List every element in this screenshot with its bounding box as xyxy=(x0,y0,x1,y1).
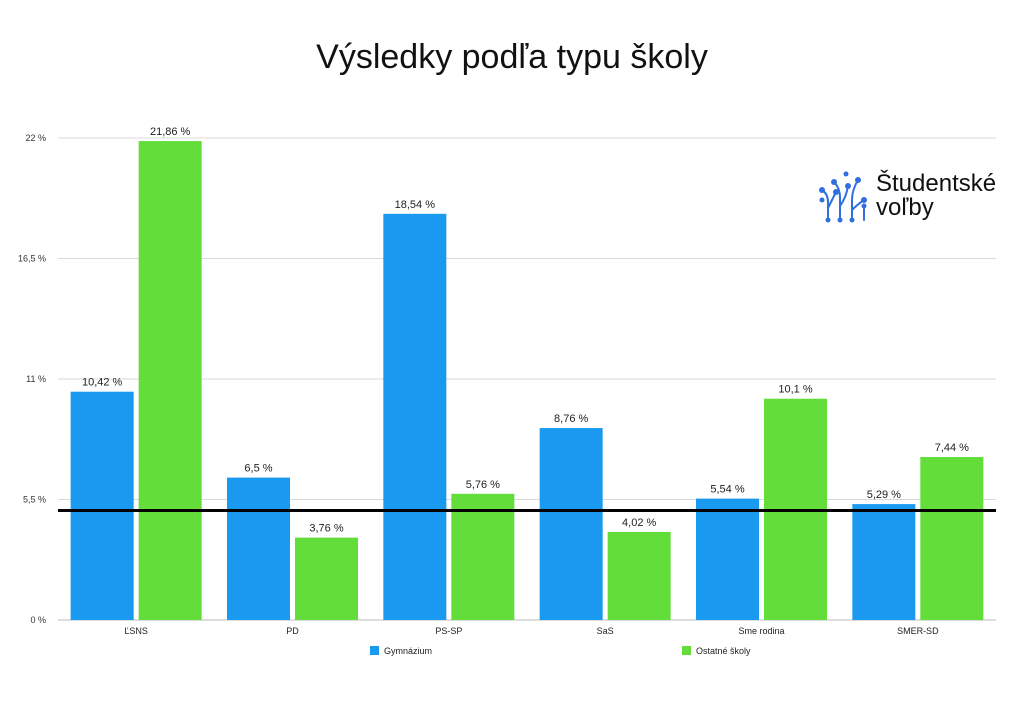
branching-dots-icon xyxy=(819,171,867,223)
data-label: 10,42 % xyxy=(82,377,123,389)
legend-label: Gymnázium xyxy=(384,646,432,656)
bar xyxy=(696,498,759,620)
x-tick-label: ĽSNS xyxy=(124,626,148,636)
y-tick-label: 16,5 % xyxy=(18,254,46,264)
data-label: 5,54 % xyxy=(710,484,744,496)
logo-line-2: voľby xyxy=(876,194,934,221)
x-axis-ticks: ĽSNS PD PS-SP SaS Sme rodina SMER-SD xyxy=(124,626,939,636)
chart-title: Výsledky podľa typu školy xyxy=(316,38,708,76)
y-tick-label: 22 % xyxy=(25,133,46,143)
x-tick-label: SMER-SD xyxy=(897,626,939,636)
bar xyxy=(607,531,671,620)
x-tick-label: PS-SP xyxy=(435,626,462,636)
data-label: 6,5 % xyxy=(244,463,272,475)
legend-label: Ostatné školy xyxy=(696,646,751,656)
bar xyxy=(920,456,984,620)
y-tick-label: 11 % xyxy=(26,374,46,384)
x-tick-label: PD xyxy=(286,626,299,636)
data-label: 10,1 % xyxy=(778,384,812,396)
x-tick-label: Sme rodina xyxy=(738,626,784,636)
data-labels: 10,42 % 21,86 % 6,5 % 3,76 % 18,54 % 5,76 % 8,… xyxy=(82,126,969,535)
data-label: 8,76 % xyxy=(554,413,588,425)
bar xyxy=(295,537,358,620)
bar xyxy=(451,493,515,620)
x-tick-label: SaS xyxy=(597,626,614,636)
bar xyxy=(227,477,290,620)
data-label: 21,86 % xyxy=(150,126,191,138)
gridlines xyxy=(58,137,996,621)
bar xyxy=(539,428,603,620)
data-label: 5,29 % xyxy=(867,489,901,501)
legend-swatch xyxy=(370,646,379,655)
data-label: 4,02 % xyxy=(622,517,656,529)
legend-swatch xyxy=(682,646,691,655)
data-label: 5,76 % xyxy=(466,479,500,491)
legend: Gymnázium Ostatné školy xyxy=(370,646,751,656)
bar xyxy=(70,391,134,620)
data-label: 3,76 % xyxy=(309,523,343,535)
data-label: 18,54 % xyxy=(395,199,436,211)
bars xyxy=(70,141,984,621)
logo-line-1: Študentské xyxy=(876,170,997,197)
y-tick-label: 0 % xyxy=(30,615,46,625)
bar xyxy=(383,213,447,620)
y-axis-ticks: 0 % 5,5 % 11 % 16,5 % 22 % xyxy=(18,133,46,625)
bar xyxy=(138,141,202,621)
data-label: 7,44 % xyxy=(935,442,969,454)
y-tick-label: 5,5 % xyxy=(23,495,46,505)
bar xyxy=(852,504,916,620)
studentske-volby-logo: Študentské voľby xyxy=(818,170,1008,230)
